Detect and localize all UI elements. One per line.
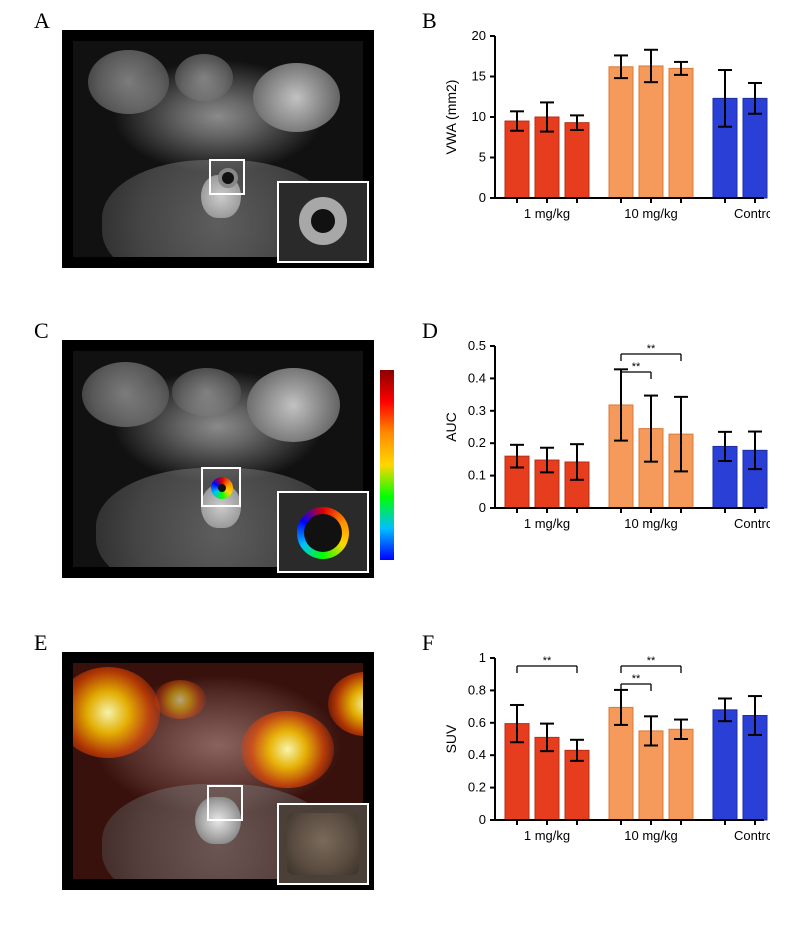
svg-text:5: 5 bbox=[479, 150, 486, 165]
panel-e-inset bbox=[277, 803, 369, 885]
panel-label-f: F bbox=[422, 630, 434, 656]
panel-label-b: B bbox=[422, 8, 437, 34]
svg-text:0.3: 0.3 bbox=[468, 403, 486, 418]
svg-text:20: 20 bbox=[472, 28, 486, 43]
svg-text:0.1: 0.1 bbox=[468, 468, 486, 483]
panel-a-inset bbox=[277, 181, 369, 263]
roi-box bbox=[201, 467, 241, 507]
svg-text:0.2: 0.2 bbox=[468, 435, 486, 450]
colorbar bbox=[380, 370, 394, 560]
svg-text:0.4: 0.4 bbox=[468, 747, 486, 762]
svg-text:**: ** bbox=[543, 655, 552, 667]
svg-text:**: ** bbox=[647, 343, 656, 355]
roi-box bbox=[209, 159, 245, 195]
svg-text:10: 10 bbox=[472, 109, 486, 124]
roi-box bbox=[207, 785, 243, 821]
chart-f: 0 0.2 0.4 0.6 0.8 1 1 mg/kg 10 mg/kg Control SUV *… bbox=[440, 650, 770, 860]
svg-text:**: ** bbox=[632, 361, 641, 373]
svg-text:1: 1 bbox=[479, 650, 486, 665]
svg-text:Control: Control bbox=[734, 828, 770, 843]
svg-text:1 mg/kg: 1 mg/kg bbox=[524, 828, 570, 843]
chart-d: 0 0.1 0.2 0.3 0.4 0.5 1 mg/kg 10 mg/kg Control AU… bbox=[440, 338, 770, 548]
svg-text:VWA (mm2): VWA (mm2) bbox=[443, 80, 459, 155]
panel-label-a: A bbox=[34, 8, 50, 34]
svg-text:10 mg/kg: 10 mg/kg bbox=[624, 828, 677, 843]
panel-a-image bbox=[62, 30, 374, 268]
panel-c-image bbox=[62, 340, 374, 578]
svg-text:0.5: 0.5 bbox=[468, 338, 486, 353]
svg-text:0: 0 bbox=[479, 812, 486, 827]
svg-text:15: 15 bbox=[472, 69, 486, 84]
panel-e-image bbox=[62, 652, 374, 890]
svg-text:AUC: AUC bbox=[443, 412, 459, 442]
panel-c-inset bbox=[277, 491, 369, 573]
chart-b: 0 5 10 15 20 1 mg/kg 10 mg/kg Control VWA (mm2) bbox=[440, 28, 770, 238]
svg-text:0.6: 0.6 bbox=[468, 715, 486, 730]
panel-label-c: C bbox=[34, 318, 49, 344]
svg-text:10 mg/kg: 10 mg/kg bbox=[624, 516, 677, 531]
svg-text:0.4: 0.4 bbox=[468, 370, 486, 385]
panel-label-e: E bbox=[34, 630, 47, 656]
svg-text:0: 0 bbox=[479, 500, 486, 515]
svg-text:**: ** bbox=[632, 673, 641, 685]
svg-text:10 mg/kg: 10 mg/kg bbox=[624, 206, 677, 221]
svg-text:1 mg/kg: 1 mg/kg bbox=[524, 206, 570, 221]
svg-text:0.2: 0.2 bbox=[468, 780, 486, 795]
svg-text:Control: Control bbox=[734, 206, 770, 221]
panel-label-d: D bbox=[422, 318, 438, 344]
svg-text:Control: Control bbox=[734, 516, 770, 531]
svg-text:0.8: 0.8 bbox=[468, 682, 486, 697]
svg-text:1 mg/kg: 1 mg/kg bbox=[524, 516, 570, 531]
svg-text:SUV: SUV bbox=[443, 724, 459, 753]
svg-text:**: ** bbox=[647, 655, 656, 667]
svg-text:0: 0 bbox=[479, 190, 486, 205]
